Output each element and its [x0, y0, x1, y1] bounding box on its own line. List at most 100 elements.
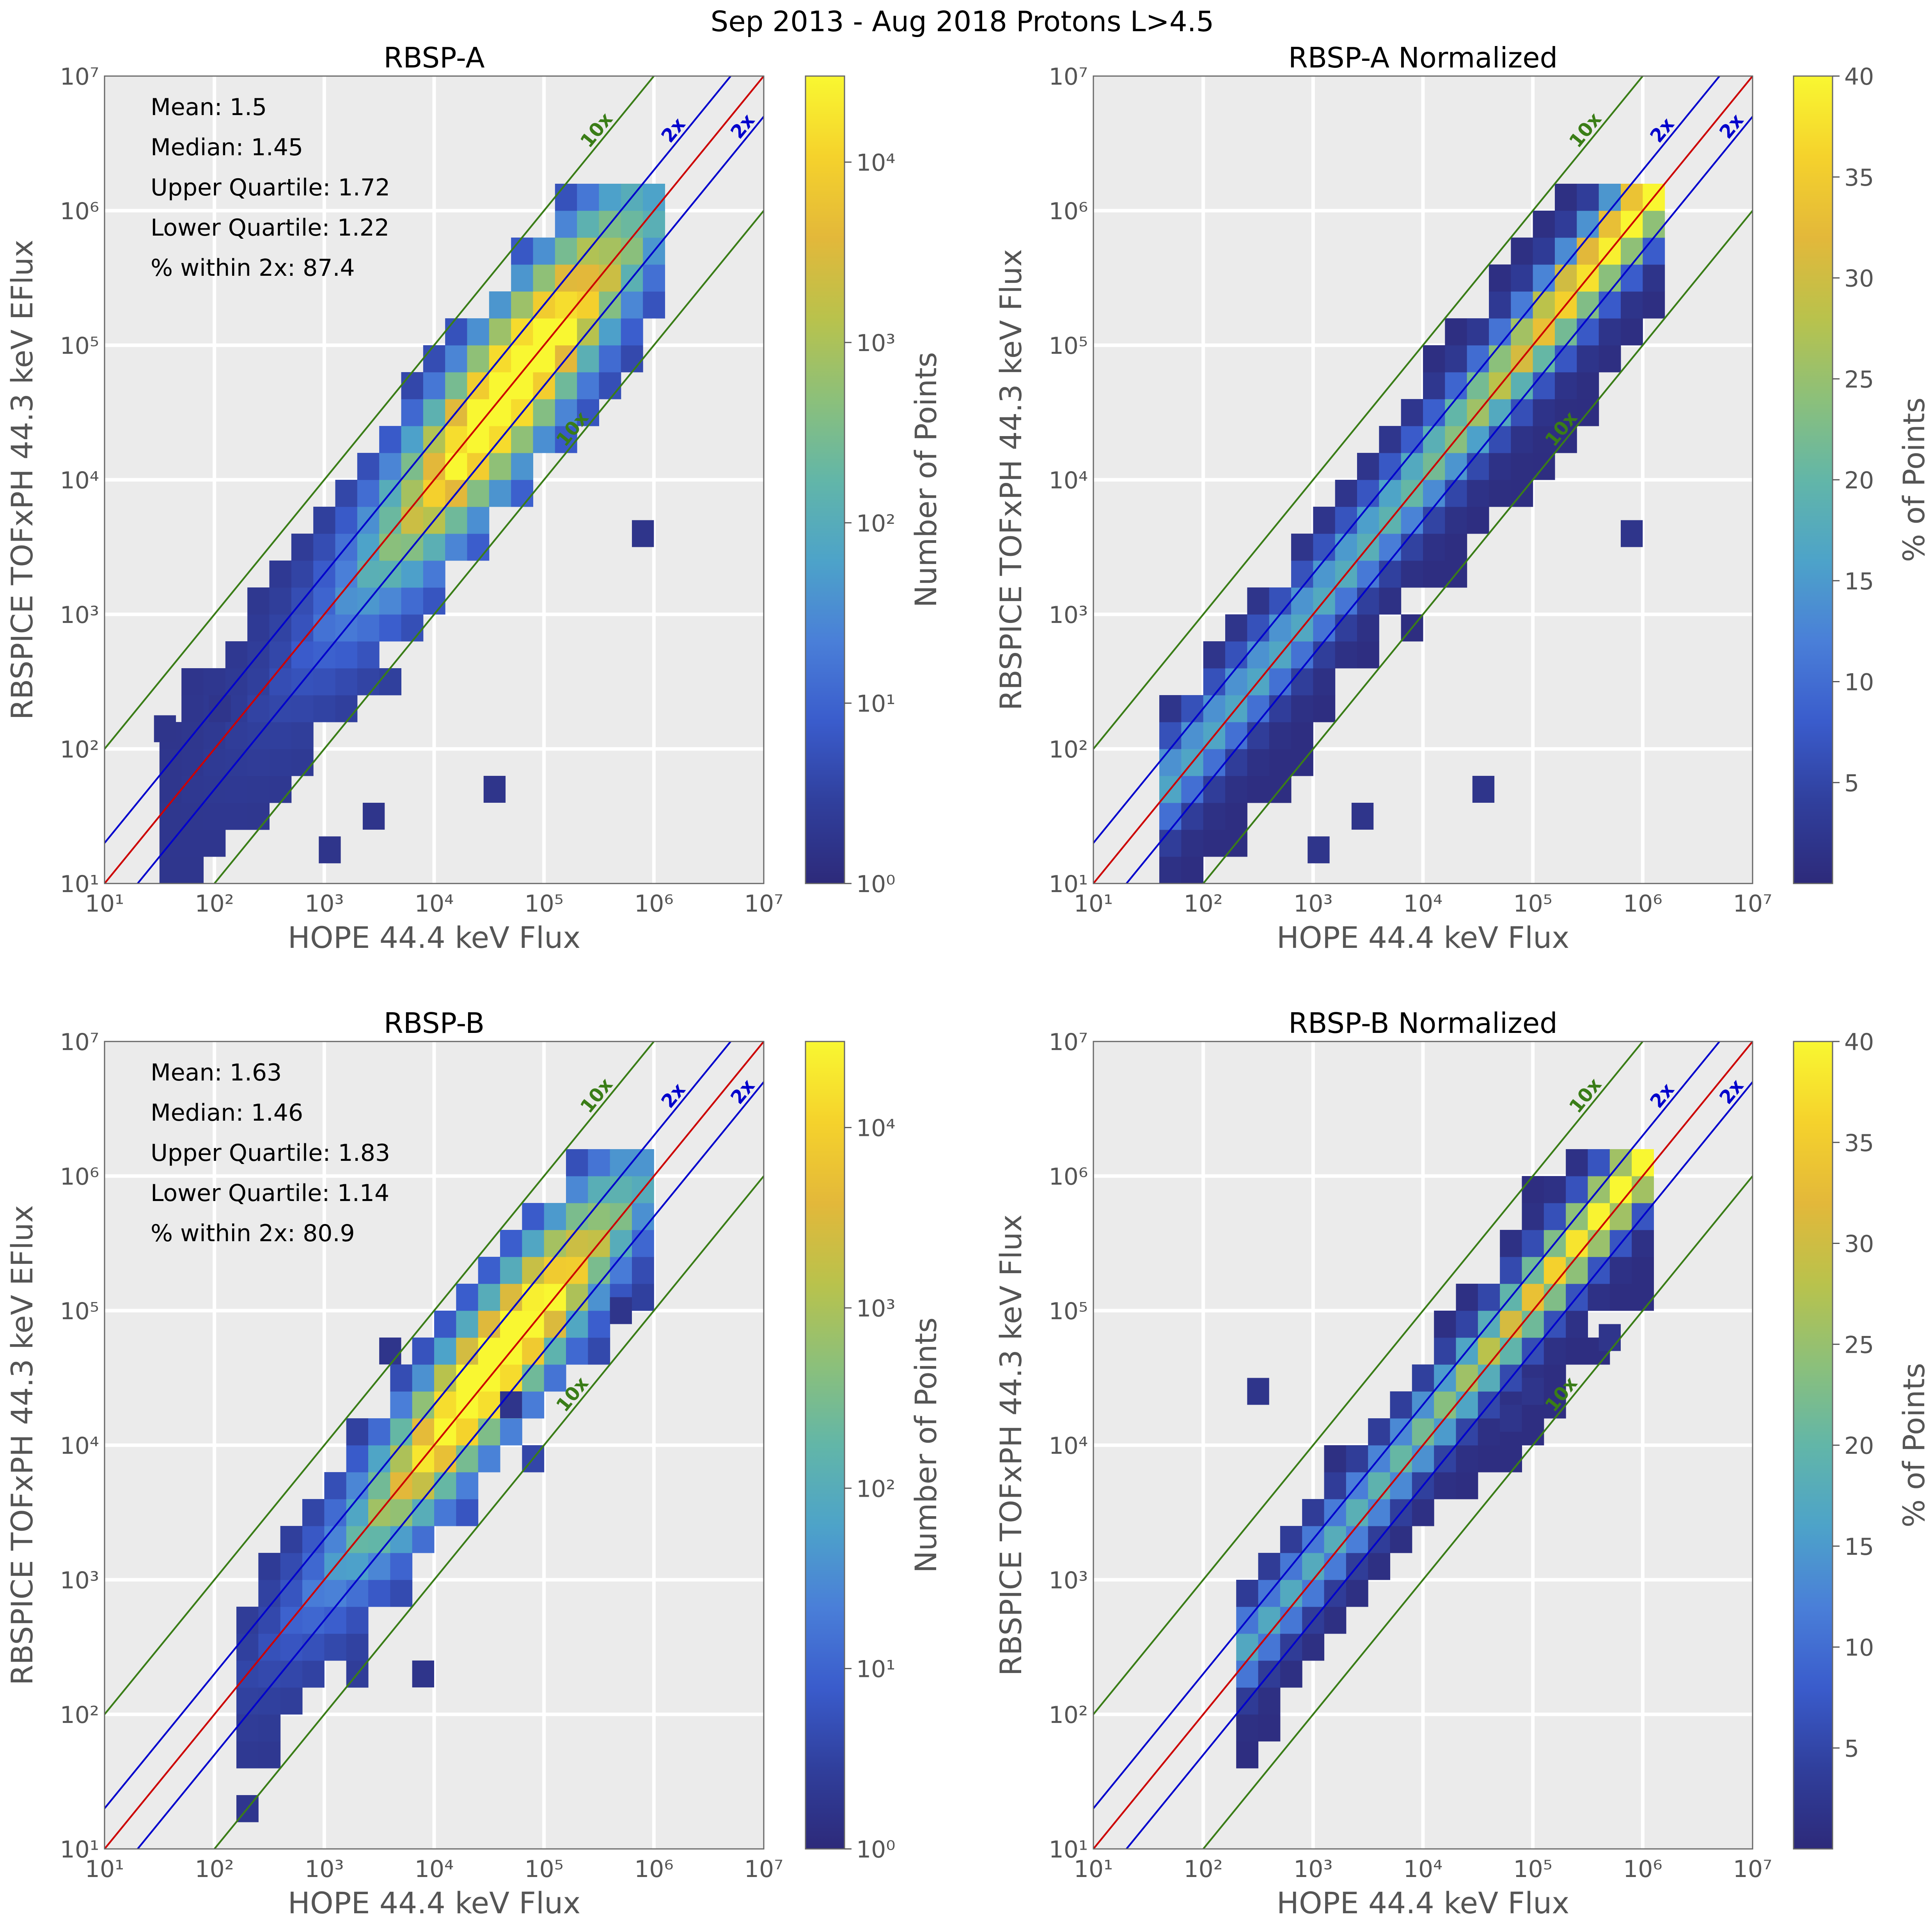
heatmap-cell [577, 264, 599, 292]
heatmap-cell [1159, 830, 1182, 857]
heatmap-cell [588, 1257, 610, 1284]
heatmap-cell [522, 1203, 545, 1230]
heatmap-cell [588, 1149, 610, 1176]
heatmap-cell [236, 1714, 259, 1742]
heatmap-cell [401, 507, 424, 534]
stats-line: Median: 1.45 [151, 134, 303, 161]
colorbar-tick-label: 25 [1844, 366, 1874, 393]
heatmap-cell [1555, 345, 1577, 373]
heatmap-cell [159, 776, 182, 803]
heatmap-cell [478, 1257, 500, 1284]
heatmap-cell [1291, 695, 1313, 722]
heatmap-cell [1467, 426, 1489, 453]
heatmap-cell [489, 318, 511, 346]
heatmap-cell [335, 587, 358, 615]
y-tick-label: 10² [60, 736, 99, 763]
heatmap-cell [1511, 372, 1533, 399]
heatmap-cell [247, 614, 270, 642]
y-axis-label: RBSPICE TOFxPH 44.3 keV EFlux [5, 1205, 39, 1685]
heatmap-cell [1159, 857, 1182, 884]
heatmap-cell [346, 1418, 369, 1446]
heatmap-cell [445, 426, 467, 453]
ratio-line [136, 116, 764, 884]
heatmap-cell [588, 1176, 610, 1203]
heatmap-cell [610, 1230, 632, 1257]
x-tick-label: 10⁷ [1733, 890, 1772, 917]
heatmap-cell [1478, 1338, 1500, 1365]
heatmap-cell [1566, 1149, 1588, 1176]
heatmap-cell [489, 291, 511, 319]
heatmap-cell [1533, 264, 1555, 292]
heatmap-cell [1533, 372, 1555, 399]
heatmap-cell [566, 1203, 588, 1230]
heatmap-cell [1445, 453, 1467, 480]
heatmap-cell [1280, 1580, 1302, 1607]
heatmap-cell [1456, 1364, 1478, 1392]
heatmap-cell [258, 1687, 281, 1715]
y-axis-label: RBSPICE TOFxPH 44.3 keV EFlux [5, 240, 39, 720]
heatmap-cell [313, 587, 335, 615]
heatmap-cell [423, 399, 445, 426]
heatmap-cell [1335, 614, 1357, 642]
heatmap-cell [280, 1553, 303, 1580]
heatmap-cells [1236, 1149, 1654, 1769]
heatmap-cell [500, 1257, 522, 1284]
heatmap-cell [434, 1472, 456, 1499]
heatmap-cell [1544, 1338, 1566, 1365]
heatmap-cell [368, 1580, 390, 1607]
heatmap-cell [236, 1741, 259, 1769]
reference-lines [1093, 1041, 1753, 1849]
heatmap-cell [588, 1203, 610, 1230]
heatmap-cell [302, 1499, 325, 1526]
heatmap-cell [203, 668, 226, 695]
heatmap-cell [1247, 695, 1270, 722]
x-axis-label: HOPE 44.4 keV Flux [1277, 1886, 1570, 1920]
x-tick-label: 10² [195, 890, 234, 917]
heatmap-cell [643, 211, 665, 238]
heatmap-cell [1478, 1364, 1500, 1392]
heatmap-cell [1533, 345, 1555, 373]
y-tick-label: 10⁷ [60, 63, 99, 90]
heatmap-cell [555, 318, 577, 346]
heatmap-cell [1511, 318, 1533, 346]
heatmap-cell [291, 749, 314, 776]
heatmap-cell [324, 1580, 347, 1607]
heatmap-cell [269, 776, 292, 803]
heatmap-cell [1269, 587, 1292, 615]
heatmap-cell [1280, 1526, 1302, 1553]
y-tick-label: 10⁵ [1049, 332, 1088, 360]
heatmap-cell [302, 1634, 325, 1661]
heatmap-cell [1203, 830, 1226, 857]
heatmap-cell [357, 480, 380, 507]
heatmap-cell [511, 453, 533, 480]
heatmap-cell [566, 1149, 588, 1176]
heatmap-cell [335, 507, 358, 534]
heatmap-cell [1456, 1472, 1478, 1499]
heatmap-cell [1313, 507, 1336, 534]
heatmap-cell [1434, 1391, 1456, 1419]
x-tick-label: 10⁶ [634, 890, 673, 917]
heatmap-cell [412, 1499, 435, 1526]
heatmap-cell [1412, 1364, 1434, 1392]
heatmap-cell [1379, 480, 1402, 507]
heatmap-cell [1335, 641, 1357, 669]
colorbar [1793, 75, 1833, 884]
y-tick-label: 10⁷ [1049, 63, 1088, 90]
stats-line: % within 2x: 80.9 [151, 1220, 355, 1247]
ratio-line [1125, 116, 1753, 884]
heatmap-cell [280, 1580, 303, 1607]
heatmap-cell [1181, 803, 1204, 830]
heatmap-cell [236, 1634, 259, 1661]
x-tick-label: 10¹ [1074, 890, 1113, 917]
heatmap-cell [577, 211, 599, 238]
y-tick-label: 10⁴ [1049, 1432, 1088, 1460]
plot-frame [104, 75, 765, 884]
heatmap-cell [1302, 1553, 1324, 1580]
plot-frame [1093, 75, 1753, 884]
y-tick-label: 10³ [1049, 601, 1088, 629]
heatmap-cell [544, 1230, 566, 1257]
y-tick-label: 10⁶ [60, 1163, 99, 1190]
heatmap-cell [1621, 291, 1643, 319]
heatmap-cell [1357, 641, 1379, 669]
